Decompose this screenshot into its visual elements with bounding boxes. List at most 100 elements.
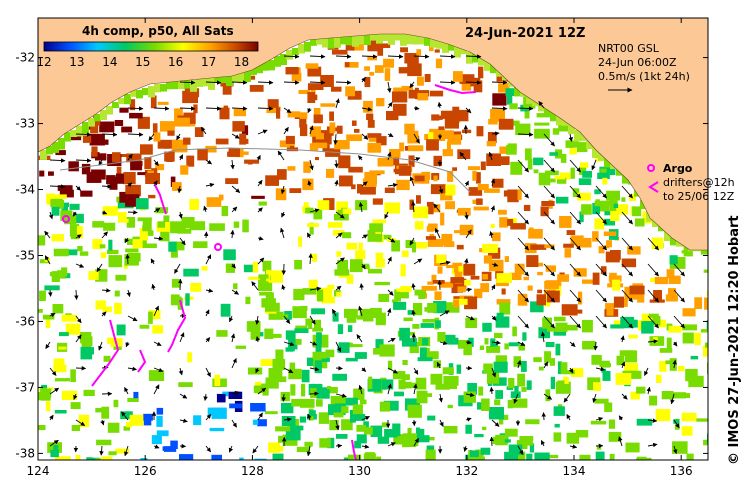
sst-pixel xyxy=(151,435,162,445)
current-vector xyxy=(200,126,207,135)
sst-pixel xyxy=(239,133,247,145)
sst-pixel xyxy=(268,60,275,71)
sst-pixel xyxy=(254,458,267,460)
sst-pixel xyxy=(139,324,150,329)
sst-pixel xyxy=(115,274,127,281)
current-vector xyxy=(205,80,222,85)
sst-pixel xyxy=(152,123,158,136)
sst-pixel xyxy=(384,429,398,438)
sst-pixel xyxy=(457,207,471,216)
sst-pixel xyxy=(125,248,139,253)
sst-pixel xyxy=(312,142,328,149)
sst-pixel xyxy=(694,297,703,309)
sst-pixel xyxy=(586,140,593,150)
sst-pixel xyxy=(332,49,348,55)
current-vector xyxy=(335,393,347,398)
sst-pixel xyxy=(533,169,539,174)
current-vector xyxy=(101,132,118,137)
sst-pixel xyxy=(412,34,419,45)
current-vector xyxy=(127,210,138,215)
sst-pixel xyxy=(259,291,273,296)
current-vector xyxy=(205,254,212,265)
sst-pixel xyxy=(463,263,476,276)
sst-pixel xyxy=(58,138,65,150)
sst-pixel xyxy=(123,264,128,269)
sst-pixel xyxy=(544,244,555,249)
current-vector xyxy=(174,263,181,274)
sst-pixel xyxy=(533,357,542,363)
current-vector xyxy=(308,253,313,265)
colorbar-tick-label: 18 xyxy=(234,55,249,69)
sst-pixel xyxy=(119,107,129,113)
current-vector xyxy=(257,80,274,85)
sst-pixel xyxy=(266,109,279,114)
y-tick-label: -36 xyxy=(15,314,35,328)
sst-pixel xyxy=(418,295,426,299)
sst-pixel xyxy=(421,285,437,291)
current-vector xyxy=(153,236,164,241)
sst-pixel xyxy=(696,418,708,422)
sst-pixel xyxy=(400,286,412,293)
current-vector xyxy=(75,132,92,137)
sst-pixel xyxy=(447,404,453,409)
sst-pixel xyxy=(107,337,117,344)
sst-pixel xyxy=(235,345,246,349)
sst-pixel xyxy=(616,355,625,366)
sst-pixel xyxy=(559,216,572,228)
sst-pixel xyxy=(523,276,529,281)
sst-pixel xyxy=(578,166,587,175)
current-vector xyxy=(153,444,160,449)
current-vector xyxy=(517,289,529,303)
sst-pixel xyxy=(394,34,401,41)
sst-pixel xyxy=(416,49,422,56)
sst-pixel xyxy=(227,151,234,157)
sst-pixel xyxy=(142,88,149,96)
sst-pixel xyxy=(494,399,501,406)
sst-pixel xyxy=(367,55,377,61)
sst-pixel xyxy=(649,395,658,406)
sst-pixel xyxy=(308,318,313,329)
sst-pixel xyxy=(600,168,607,176)
sst-pixel xyxy=(190,282,202,292)
sst-pixel xyxy=(553,406,565,416)
current-vector xyxy=(48,289,53,297)
sst-pixel xyxy=(377,45,384,56)
sst-pixel xyxy=(333,127,340,132)
current-vector xyxy=(99,445,104,456)
sst-pixel xyxy=(125,194,140,207)
sst-pixel xyxy=(157,221,166,228)
sst-pixel xyxy=(492,232,501,242)
current-legend-line1: NRT00 GSL xyxy=(598,42,660,55)
sst-pixel xyxy=(367,133,382,139)
current-vector xyxy=(387,289,394,296)
current-vector xyxy=(647,418,658,423)
sst-pixel xyxy=(482,243,498,253)
sst-pixel xyxy=(545,280,562,286)
sst-pixel xyxy=(64,132,71,142)
current-vector xyxy=(437,101,442,109)
sst-pixel xyxy=(534,122,550,126)
current-vector xyxy=(387,256,392,265)
current-vector xyxy=(433,203,441,213)
current-vector xyxy=(309,391,319,396)
sst-pixel xyxy=(508,378,515,389)
sst-pixel xyxy=(145,173,160,184)
sst-pixel xyxy=(194,127,204,137)
sst-pixel xyxy=(364,34,371,46)
sst-pixel xyxy=(453,299,459,308)
sst-pixel xyxy=(549,358,555,366)
sst-pixel xyxy=(444,302,460,313)
sst-pixel xyxy=(177,115,184,120)
sst-pixel xyxy=(356,424,367,432)
sst-pixel xyxy=(523,436,534,441)
current-vector xyxy=(205,414,212,421)
current-vector xyxy=(309,286,322,292)
sst-pixel xyxy=(435,58,443,69)
sst-pixel xyxy=(303,161,311,173)
sst-pixel xyxy=(637,456,647,460)
sst-pixel xyxy=(170,440,178,449)
sst-pixel xyxy=(452,167,457,171)
sst-pixel xyxy=(170,294,180,306)
sst-pixel xyxy=(326,168,335,178)
sst-pixel xyxy=(454,230,468,234)
